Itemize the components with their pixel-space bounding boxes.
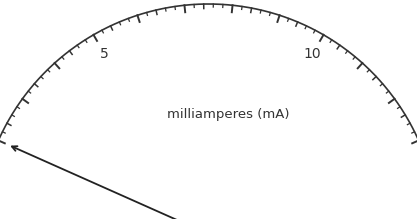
Text: 10: 10 — [304, 47, 322, 61]
Text: milliamperes (mA): milliamperes (mA) — [167, 108, 290, 121]
Text: 5: 5 — [100, 47, 109, 61]
